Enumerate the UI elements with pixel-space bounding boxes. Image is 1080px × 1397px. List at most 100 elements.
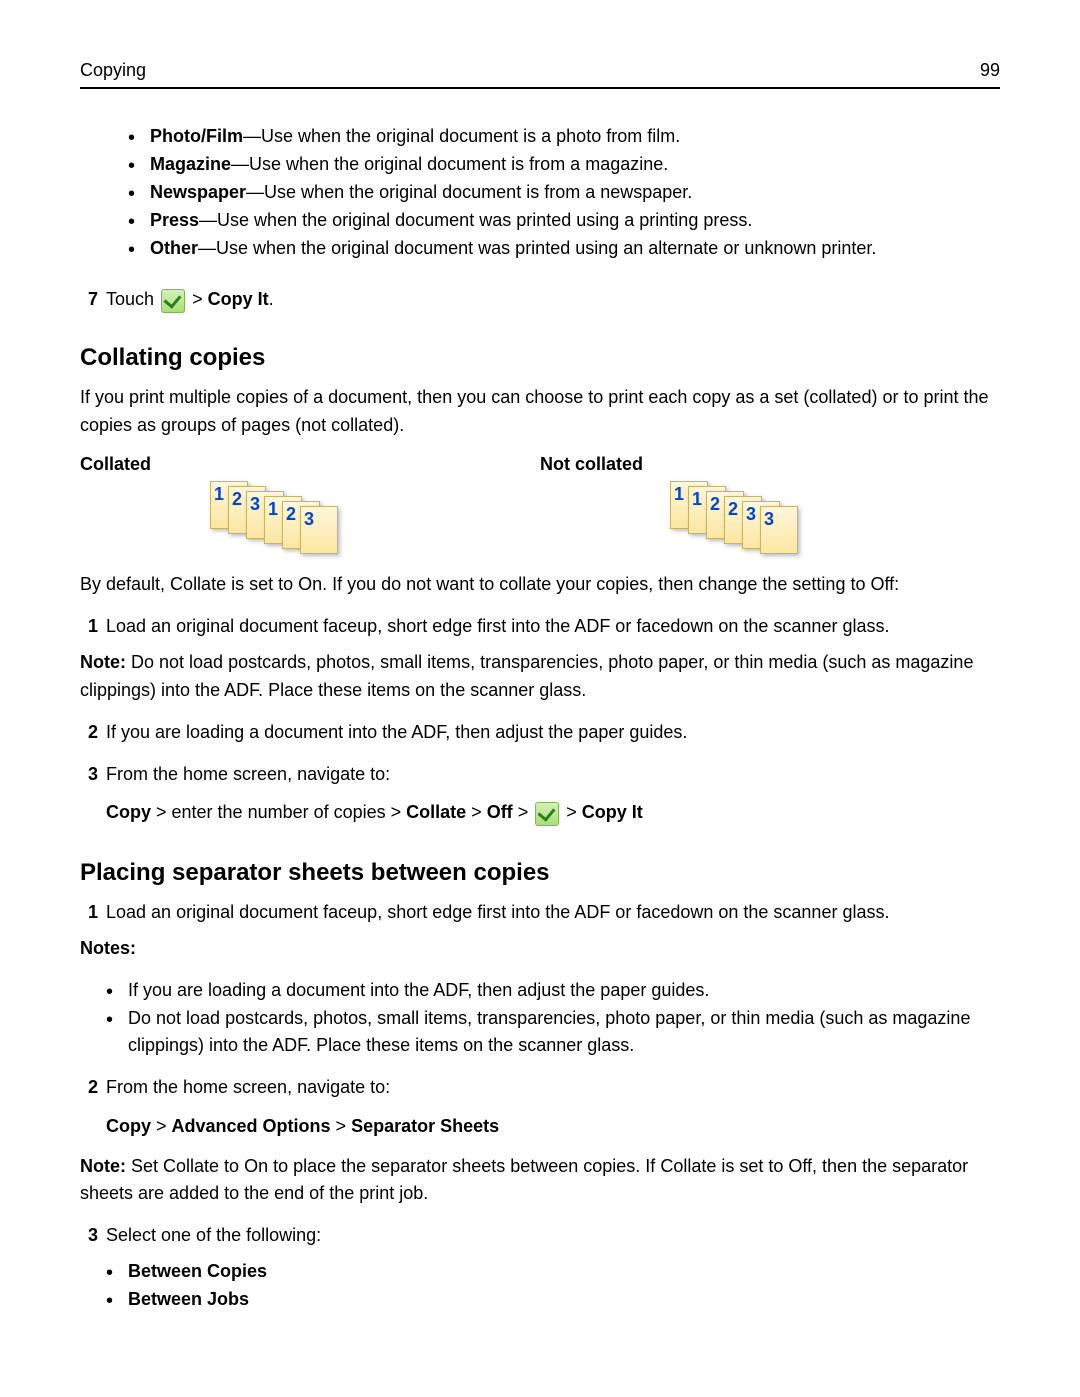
step-number: 2 bbox=[80, 1074, 98, 1102]
media-type-name: Other bbox=[150, 238, 198, 258]
step-text: Touch > Copy It. bbox=[106, 286, 1000, 314]
separator-options-list: Between Copies Between Jobs bbox=[106, 1258, 1000, 1314]
separator-step-3: 3 Select one of the following: Between C… bbox=[80, 1222, 1000, 1314]
media-type-list: Photo/Film—Use when the original documen… bbox=[128, 123, 1000, 262]
media-type-item: Other—Use when the original document was… bbox=[128, 235, 1000, 263]
step-number: 3 bbox=[80, 761, 98, 789]
collate-step-1-note: Note: Do not load postcards, photos, sma… bbox=[80, 649, 1000, 705]
nav-gt: > bbox=[331, 1116, 352, 1136]
nav-copy: Copy bbox=[106, 802, 151, 822]
collating-intro: If you print multiple copies of a docume… bbox=[80, 384, 1000, 440]
note-item: If you are loading a document into the A… bbox=[106, 977, 1000, 1005]
page-sheet-number: 1 bbox=[692, 489, 702, 510]
page-sheet-number: 1 bbox=[214, 484, 224, 505]
not-collated-label: Not collated bbox=[540, 454, 1000, 475]
collated-column: Collated 123123 bbox=[80, 454, 540, 553]
page-sheet-number: 3 bbox=[304, 509, 314, 530]
page-sheet: 3 bbox=[300, 506, 338, 554]
notes-label: Notes: bbox=[80, 935, 1000, 963]
step-text: Select one of the following: bbox=[106, 1222, 1000, 1250]
media-type-name: Press bbox=[150, 210, 199, 230]
page-sheet-number: 2 bbox=[728, 499, 738, 520]
text-pre: Touch bbox=[106, 289, 159, 309]
page-sheet-number: 1 bbox=[674, 484, 684, 505]
media-type-name: Magazine bbox=[150, 154, 231, 174]
separator-step-2-note: Note: Set Collate to On to place the sep… bbox=[80, 1153, 1000, 1209]
step-7: 7 Touch > Copy It. bbox=[80, 286, 1000, 314]
nav-mid: > enter the number of copies > bbox=[151, 802, 406, 822]
page-sheet-number: 2 bbox=[710, 494, 720, 515]
not-collated-stack: 112233 bbox=[670, 481, 1000, 553]
media-type-name: Photo/Film bbox=[150, 126, 243, 146]
page-sheet-number: 2 bbox=[232, 489, 242, 510]
page-number: 99 bbox=[980, 60, 1000, 81]
note-label: Note: bbox=[80, 652, 126, 672]
text-post: > bbox=[192, 289, 208, 309]
collated-stack: 123123 bbox=[210, 481, 540, 553]
media-type-name: Newspaper bbox=[150, 182, 246, 202]
collated-label: Collated bbox=[80, 454, 540, 475]
copy-it-label: Copy It bbox=[208, 289, 269, 309]
media-type-item: Magazine—Use when the original document … bbox=[128, 151, 1000, 179]
collate-default-line: By default, Collate is set to On. If you… bbox=[80, 571, 1000, 599]
dot: . bbox=[269, 289, 274, 309]
page-sheet-number: 1 bbox=[268, 499, 278, 520]
heading-separator: Placing separator sheets between copies bbox=[80, 859, 1000, 887]
step-text: Load an original document faceup, short … bbox=[106, 613, 1000, 641]
option-item: Between Jobs bbox=[106, 1286, 1000, 1314]
step-text: Load an original document faceup, short … bbox=[106, 899, 1000, 927]
step-number: 3 bbox=[80, 1222, 98, 1250]
page-sheet-number: 3 bbox=[250, 494, 260, 515]
step-text: From the home screen, navigate to: bbox=[106, 761, 1000, 789]
nav-gt: > bbox=[561, 802, 582, 822]
nav-gt: > bbox=[513, 802, 534, 822]
media-type-desc: —Use when the original document was prin… bbox=[198, 238, 876, 258]
check-icon bbox=[535, 802, 559, 826]
nav-separator-sheets: Separator Sheets bbox=[351, 1116, 499, 1136]
step-number: 1 bbox=[80, 613, 98, 641]
page-sheet-number: 3 bbox=[764, 509, 774, 530]
page-sheet: 3 bbox=[760, 506, 798, 554]
note-text: Set Collate to On to place the separator… bbox=[80, 1156, 968, 1204]
nav-gt: > bbox=[151, 1116, 172, 1136]
separator-step-2: 2 From the home screen, navigate to: Cop… bbox=[80, 1074, 1000, 1208]
nav-gt: > bbox=[466, 802, 487, 822]
nav-collate: Collate bbox=[406, 802, 466, 822]
separator-nav-path: Copy > Advanced Options > Separator Shee… bbox=[106, 1110, 1000, 1142]
step-text: From the home screen, navigate to: bbox=[106, 1074, 1000, 1102]
collate-nav-path: Copy > enter the number of copies > Coll… bbox=[106, 796, 1000, 828]
note-label: Note: bbox=[80, 1156, 126, 1176]
nav-copy-it: Copy It bbox=[582, 802, 643, 822]
separator-step-1: 1 Load an original document faceup, shor… bbox=[80, 899, 1000, 1060]
collate-illustration: Collated 123123 Not collated 112233 bbox=[80, 454, 1000, 553]
collate-step-3: 3 From the home screen, navigate to: Cop… bbox=[80, 761, 1000, 829]
document-page: Copying 99 Photo/Film—Use when the origi… bbox=[0, 0, 1080, 1397]
page-sheet-number: 2 bbox=[286, 504, 296, 525]
media-type-desc: —Use when the original document was prin… bbox=[199, 210, 752, 230]
check-icon bbox=[161, 289, 185, 313]
media-type-desc: —Use when the original document is from … bbox=[231, 154, 668, 174]
nav-copy: Copy bbox=[106, 1116, 151, 1136]
step-number: 7 bbox=[80, 286, 98, 314]
heading-collating: Collating copies bbox=[80, 344, 1000, 372]
nav-advanced: Advanced Options bbox=[172, 1116, 331, 1136]
separator-notes-list: If you are loading a document into the A… bbox=[106, 977, 1000, 1061]
media-type-desc: —Use when the original document is a pho… bbox=[243, 126, 680, 146]
note-text: Do not load postcards, photos, small ite… bbox=[80, 652, 973, 700]
step-text: If you are loading a document into the A… bbox=[106, 719, 1000, 747]
collate-step-1: 1 Load an original document faceup, shor… bbox=[80, 613, 1000, 705]
option-label: Between Jobs bbox=[128, 1289, 249, 1309]
media-type-item: Photo/Film—Use when the original documen… bbox=[128, 123, 1000, 151]
step-number: 1 bbox=[80, 899, 98, 927]
collate-step-2: 2 If you are loading a document into the… bbox=[80, 719, 1000, 747]
page-sheet-number: 3 bbox=[746, 504, 756, 525]
option-item: Between Copies bbox=[106, 1258, 1000, 1286]
note-item: Do not load postcards, photos, small ite… bbox=[106, 1005, 1000, 1061]
section-name: Copying bbox=[80, 60, 146, 81]
media-type-item: Press—Use when the original document was… bbox=[128, 207, 1000, 235]
running-header: Copying 99 bbox=[80, 60, 1000, 89]
media-type-item: Newspaper—Use when the original document… bbox=[128, 179, 1000, 207]
option-label: Between Copies bbox=[128, 1261, 267, 1281]
media-type-desc: —Use when the original document is from … bbox=[246, 182, 692, 202]
nav-off: Off bbox=[487, 802, 513, 822]
